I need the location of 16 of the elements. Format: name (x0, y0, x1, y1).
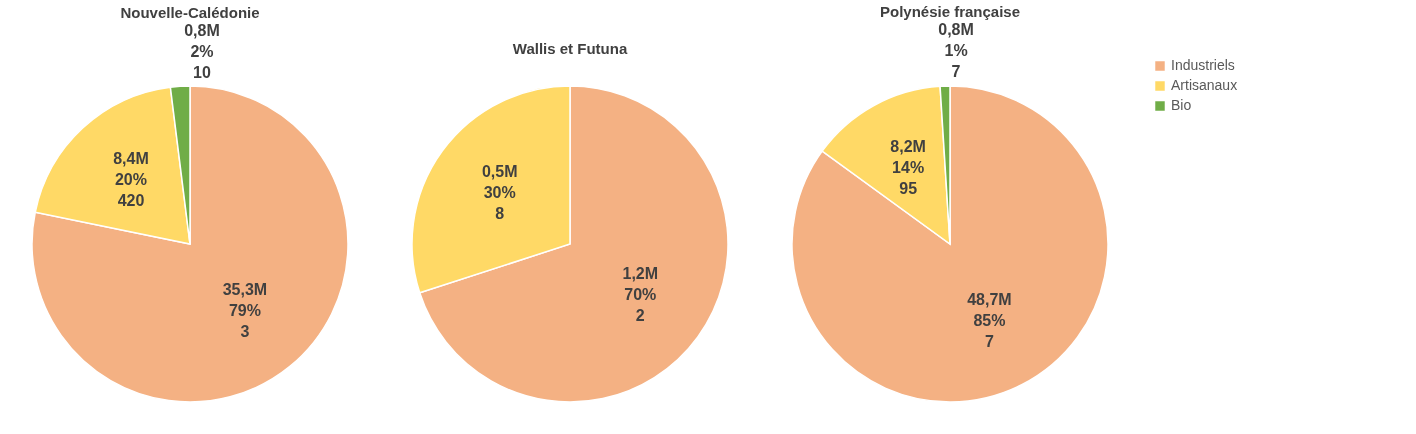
data-label: 1,2M 70% 2 (622, 265, 659, 325)
data-label: 48,7M 85% 7 (967, 291, 1012, 351)
data-label: 35,3M 79% 3 (222, 281, 268, 341)
chart-title: Nouvelle-Calédonie (120, 3, 260, 21)
chart-title: Wallis et Futuna (512, 40, 628, 57)
data-label: 8,2M 14% 95 (890, 137, 926, 197)
legend-label: Bio (1171, 97, 1192, 113)
pie-slice (791, 85, 1109, 403)
data-label: 0,8M 2% 10 (184, 21, 220, 81)
legend-label: Industriels (1171, 57, 1235, 73)
chart-title: Polynésie française (879, 3, 1021, 21)
data-label: 0,5M 30% 8 (481, 162, 518, 222)
data-label: 0,8M 1% 7 (938, 21, 974, 81)
data-label: 8,4M 20% 420 (113, 150, 149, 210)
pie-slice (31, 85, 349, 403)
legend-label: Artisanaux (1171, 77, 1238, 93)
